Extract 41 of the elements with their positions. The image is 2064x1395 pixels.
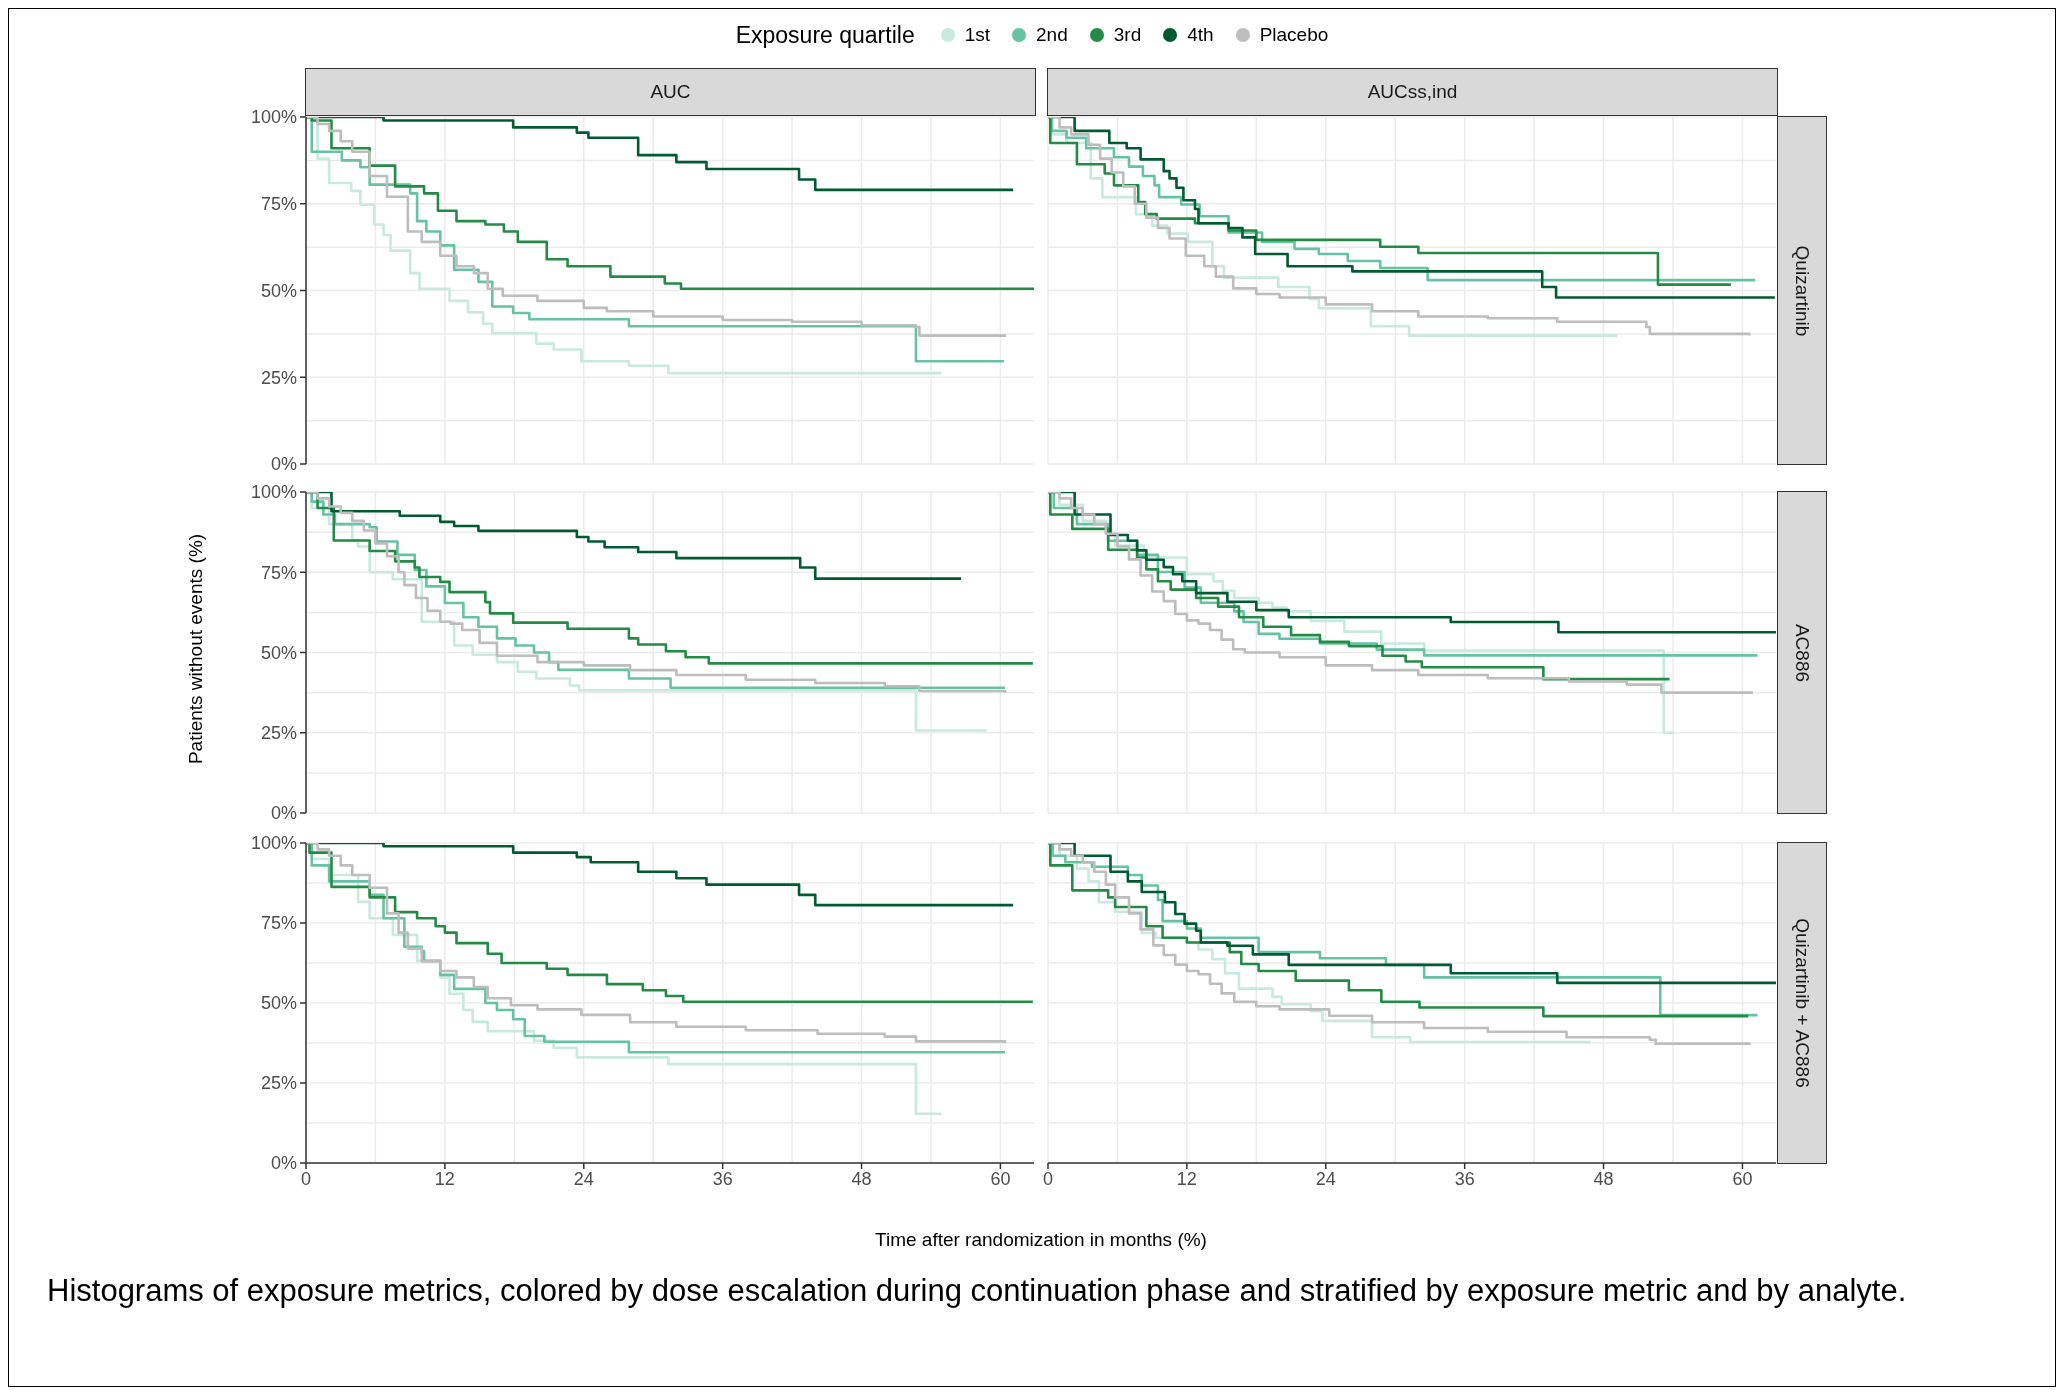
x-tick-label: 0 <box>300 1168 312 1189</box>
y-tick-label: 25% <box>260 367 297 388</box>
legend-label: Placebo <box>1259 24 1329 46</box>
y2-axis-title: AC886 <box>1792 623 1814 682</box>
legend-label: 4th <box>1187 24 1214 46</box>
x-tick-label: 36 <box>1454 1168 1475 1189</box>
y-tick-label: 75% <box>260 194 297 215</box>
y-tick-label: 0% <box>270 454 297 475</box>
x-tick-label: 48 <box>851 1168 872 1189</box>
x-tick-label: 12 <box>1176 1168 1197 1189</box>
y-axis-title: Patients without events (%) <box>185 533 206 765</box>
x-tick-label: 60 <box>990 1168 1011 1189</box>
y-tick-label: 50% <box>260 280 297 301</box>
y-tick-label: 0% <box>270 1153 297 1174</box>
y-tick-label: 50% <box>260 642 297 663</box>
x-axis-title: Time after randomization in months (%) <box>875 1229 1207 1250</box>
y-tick-label: 50% <box>260 993 297 1014</box>
y-tick-label: 0% <box>270 803 297 824</box>
y-tick-label: 75% <box>260 562 297 583</box>
y2-axis-title: Quizartinib <box>1792 245 1814 336</box>
legend-label: 1st <box>964 24 991 46</box>
x-tick-label: 0 <box>1042 1168 1054 1189</box>
y-tick-label: 75% <box>260 913 297 934</box>
x-tick-label: 24 <box>573 1168 594 1189</box>
legend-label: 2nd <box>1036 24 1068 46</box>
text: Histograms of exposure metrics, colored by dose escalation during continuation phase and stratified by exposure metric and by analyte. <box>47 1273 1907 1308</box>
legend-title: Exposure quartile <box>735 21 915 49</box>
y-tick-label: 100% <box>250 833 297 854</box>
x-tick-label: 12 <box>434 1168 455 1189</box>
chart-title: AUCss,ind <box>1367 81 1458 103</box>
x-tick-label: 48 <box>1593 1168 1614 1189</box>
legend-label: 3rd <box>1113 24 1142 46</box>
y2-axis-title: Quizartinib + AC886 <box>1792 918 1814 1088</box>
x-tick-label: 36 <box>712 1168 733 1189</box>
y-tick-label: 100% <box>250 107 297 128</box>
y-tick-label: 25% <box>260 723 297 744</box>
y-tick-label: 100% <box>250 482 297 503</box>
x-tick-label: 24 <box>1315 1168 1336 1189</box>
y-tick-label: 25% <box>260 1073 297 1094</box>
chart-title: AUC <box>650 81 691 103</box>
x-tick-label: 60 <box>1732 1168 1753 1189</box>
